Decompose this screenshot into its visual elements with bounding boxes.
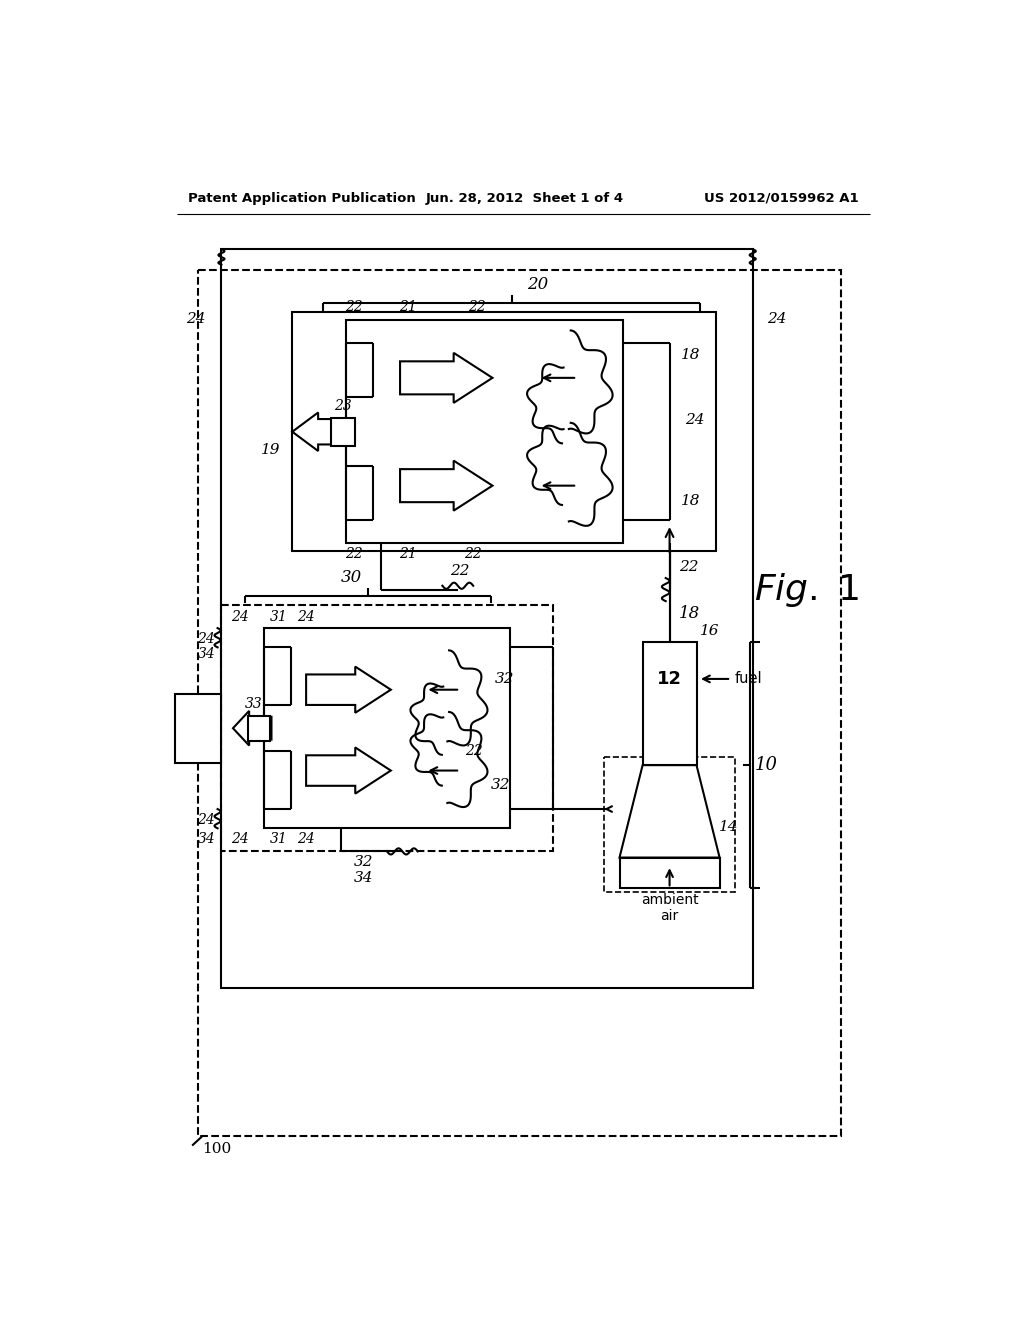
- Polygon shape: [306, 747, 391, 793]
- Text: 24: 24: [230, 610, 249, 624]
- Bar: [175, 693, 221, 763]
- Text: 24: 24: [297, 610, 315, 624]
- Text: 18: 18: [679, 605, 700, 622]
- Text: 33: 33: [245, 697, 262, 711]
- Text: 24: 24: [198, 632, 215, 645]
- Text: 22: 22: [679, 560, 698, 574]
- Polygon shape: [400, 461, 493, 511]
- Text: fuel: fuel: [735, 672, 763, 686]
- Text: 18: 18: [681, 347, 700, 362]
- Text: 24: 24: [767, 312, 786, 326]
- Bar: [643, 642, 696, 766]
- Polygon shape: [292, 412, 354, 451]
- Text: 21: 21: [399, 548, 417, 561]
- Text: 22: 22: [345, 548, 362, 561]
- Text: 22: 22: [451, 564, 470, 578]
- Text: 22: 22: [466, 744, 483, 758]
- Bar: [221, 605, 553, 851]
- Text: 23: 23: [334, 399, 352, 412]
- Text: 12: 12: [657, 671, 682, 688]
- Text: 22: 22: [345, 300, 362, 314]
- Text: 32: 32: [490, 779, 510, 792]
- Text: 24: 24: [297, 832, 315, 846]
- Polygon shape: [306, 667, 391, 713]
- Text: 10: 10: [755, 756, 777, 774]
- Text: 18: 18: [681, 494, 700, 508]
- Bar: [292, 313, 716, 552]
- Text: US 2012/0159962 A1: US 2012/0159962 A1: [703, 191, 858, 205]
- Text: 34: 34: [198, 647, 215, 661]
- Text: 24: 24: [230, 832, 249, 846]
- Text: 14: 14: [720, 820, 739, 834]
- Bar: [331, 418, 355, 446]
- Text: 22: 22: [464, 548, 482, 561]
- Text: 22: 22: [468, 300, 486, 314]
- Bar: [604, 758, 735, 892]
- Polygon shape: [620, 766, 720, 858]
- Text: 31: 31: [270, 610, 288, 624]
- Text: 19: 19: [261, 444, 281, 457]
- Text: 32: 32: [354, 855, 374, 870]
- Text: 30: 30: [341, 569, 362, 586]
- Bar: [221, 249, 753, 989]
- Text: Patent Application Publication: Patent Application Publication: [188, 191, 416, 205]
- Text: 16: 16: [700, 624, 720, 638]
- Text: 34: 34: [198, 832, 215, 846]
- Text: $\mathit{Fig.\ 1}$: $\mathit{Fig.\ 1}$: [755, 570, 860, 609]
- Bar: [199, 271, 842, 1137]
- Text: 20: 20: [527, 276, 549, 293]
- Text: 24: 24: [685, 413, 705, 428]
- Text: 31: 31: [270, 832, 288, 846]
- Bar: [620, 858, 720, 888]
- Text: 24: 24: [186, 312, 206, 326]
- Text: 100: 100: [202, 1142, 231, 1156]
- Text: Jun. 28, 2012  Sheet 1 of 4: Jun. 28, 2012 Sheet 1 of 4: [426, 191, 624, 205]
- Bar: [264, 628, 510, 829]
- Text: 32: 32: [495, 672, 514, 686]
- Text: 34: 34: [354, 871, 374, 884]
- Text: 21: 21: [399, 300, 417, 314]
- Bar: [249, 715, 270, 741]
- Text: 24: 24: [198, 813, 215, 826]
- Text: ambient
air: ambient air: [641, 892, 698, 923]
- Polygon shape: [400, 352, 493, 403]
- Bar: [346, 321, 624, 544]
- Polygon shape: [233, 711, 271, 746]
